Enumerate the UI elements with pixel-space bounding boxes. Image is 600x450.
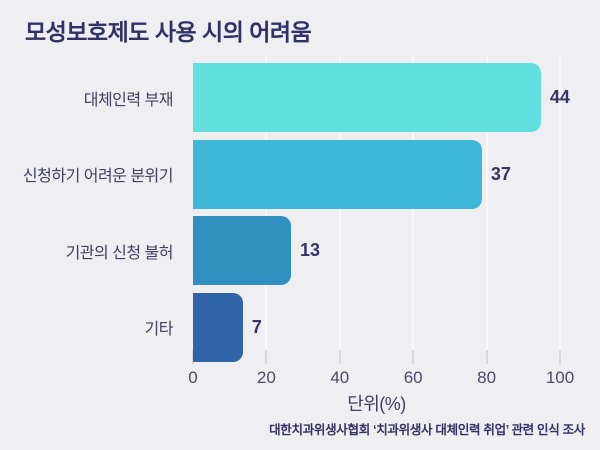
bar-value-label: 13 xyxy=(299,240,321,261)
bar-row: 44 xyxy=(193,63,570,132)
bar-row: 13 xyxy=(193,216,560,286)
bar-4 xyxy=(193,292,243,362)
source-note: 대한치과위생사협회 ‘치과위생사 대체인력 취업’ 관련 인식 조사 xyxy=(269,423,585,437)
x-tick-label: 100 xyxy=(545,368,575,387)
category-label: 대체인력 부재 xyxy=(83,91,174,109)
bar-3 xyxy=(193,216,291,286)
tick-mark xyxy=(265,350,268,364)
tick-mark xyxy=(485,350,488,364)
x-tick-label: 80 xyxy=(477,368,497,387)
x-tick-label: 0 xyxy=(188,368,198,387)
bar-value-label: 44 xyxy=(549,87,570,107)
tick-mark xyxy=(412,350,415,364)
chart-title: 모성보호제도 사용 시의 어려움 xyxy=(25,19,312,45)
plot-area: 44 37 13 7 xyxy=(193,63,570,362)
x-tick-label: 60 xyxy=(403,368,423,387)
tick-mark xyxy=(338,350,341,364)
gridline xyxy=(485,56,488,350)
bar-value-label: 7 xyxy=(251,316,262,337)
bar-row: 37 xyxy=(193,139,560,209)
bar-2 xyxy=(193,139,482,209)
bar-row: 7 xyxy=(193,292,560,362)
x-tick-label: 20 xyxy=(256,368,276,387)
category-label: 신청하기 어려운 분위기 xyxy=(22,168,174,186)
bar-1 xyxy=(193,63,541,132)
gridline xyxy=(559,56,561,350)
category-label: 기타 xyxy=(144,321,174,339)
bar-value-label: 37 xyxy=(490,163,511,184)
x-axis-label: 단위(%) xyxy=(347,394,406,414)
tick-mark xyxy=(559,350,561,364)
category-label: 기관의 신청 불허 xyxy=(65,244,174,262)
x-tick-label: 40 xyxy=(330,368,350,387)
x-axis-tick-labels: 0 20 40 60 80 100 xyxy=(188,368,574,388)
bars-container: 44 37 13 7 xyxy=(193,63,570,362)
